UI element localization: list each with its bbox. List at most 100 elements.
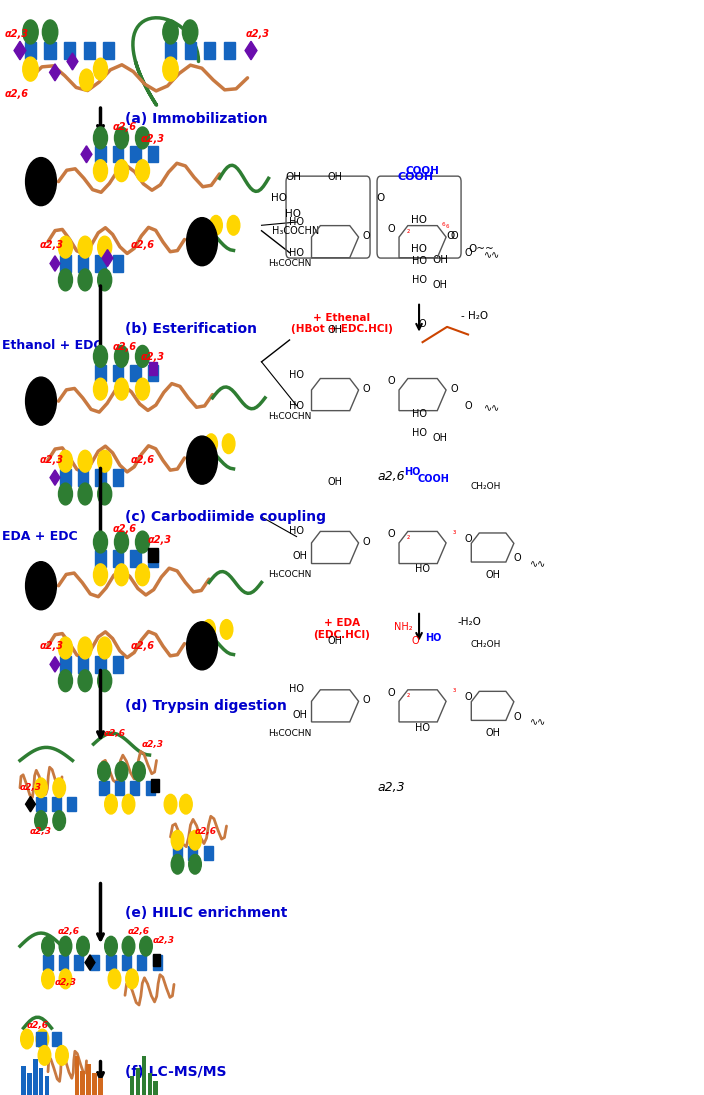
Text: H₃COCHN: H₃COCHN	[268, 570, 312, 579]
Circle shape	[205, 434, 218, 453]
Bar	[95, 255, 106, 272]
Text: O: O	[464, 533, 472, 544]
Text: ₃: ₃	[453, 685, 455, 694]
FancyBboxPatch shape	[85, 955, 95, 970]
Circle shape	[98, 670, 112, 692]
Text: - H₂O: - H₂O	[461, 311, 488, 321]
Text: α2,6: α2,6	[27, 1022, 49, 1030]
Bar	[142, 1056, 146, 1095]
Circle shape	[77, 936, 89, 956]
Circle shape	[122, 794, 134, 814]
Text: ∿∿: ∿∿	[484, 250, 501, 260]
Bar	[99, 1079, 103, 1095]
Text: α2,3: α2,3	[54, 978, 77, 987]
Circle shape	[180, 794, 192, 814]
Circle shape	[94, 531, 108, 553]
Text: (f) LC-MS/MS: (f) LC-MS/MS	[125, 1064, 227, 1079]
Circle shape	[94, 58, 108, 80]
Bar	[136, 1069, 140, 1095]
Text: H₃COCHN: H₃COCHN	[272, 226, 320, 235]
Circle shape	[115, 378, 129, 400]
Bar	[149, 361, 157, 374]
Bar	[44, 956, 53, 970]
Text: HO: HO	[289, 684, 303, 694]
Bar	[80, 1071, 84, 1095]
Bar	[113, 365, 123, 381]
Text: H₃COCHN: H₃COCHN	[268, 412, 312, 420]
Bar	[153, 1081, 158, 1095]
Text: -H₂O: -H₂O	[458, 616, 482, 626]
Circle shape	[98, 450, 112, 472]
Bar	[77, 656, 88, 672]
FancyBboxPatch shape	[50, 256, 60, 272]
Bar	[39, 1069, 44, 1095]
Text: (b) Esterification: (b) Esterification	[125, 322, 257, 336]
Circle shape	[187, 622, 218, 670]
Text: α2,3: α2,3	[141, 353, 165, 362]
Text: COOH: COOH	[406, 166, 439, 176]
FancyBboxPatch shape	[81, 146, 92, 163]
Text: OH: OH	[292, 551, 307, 562]
Text: O: O	[387, 529, 395, 540]
Circle shape	[108, 969, 121, 989]
Text: α2,3: α2,3	[39, 641, 63, 650]
Circle shape	[135, 378, 149, 400]
Text: α2,6: α2,6	[130, 240, 154, 250]
Bar	[25, 42, 36, 59]
Circle shape	[171, 854, 184, 874]
Text: HO: HO	[415, 564, 430, 575]
Circle shape	[187, 218, 218, 266]
Bar	[33, 1059, 37, 1095]
Bar	[224, 42, 235, 59]
Text: α2,6: α2,6	[113, 122, 137, 132]
Circle shape	[58, 450, 73, 472]
Bar	[99, 781, 108, 795]
Circle shape	[78, 670, 92, 692]
Bar	[92, 1073, 96, 1095]
Text: OH: OH	[432, 434, 448, 443]
Text: O: O	[363, 537, 370, 548]
Text: HO: HO	[412, 428, 427, 438]
Circle shape	[20, 1029, 33, 1049]
Circle shape	[98, 637, 112, 659]
Circle shape	[135, 531, 149, 553]
Bar	[95, 470, 106, 486]
Circle shape	[59, 969, 72, 989]
Circle shape	[189, 830, 201, 850]
Bar	[148, 146, 158, 162]
Text: OH: OH	[285, 172, 301, 182]
Bar	[61, 656, 70, 672]
Circle shape	[34, 777, 47, 797]
Bar	[184, 42, 196, 59]
Bar	[77, 255, 88, 272]
Bar	[64, 42, 75, 59]
Circle shape	[23, 57, 38, 81]
Circle shape	[203, 620, 215, 639]
Text: HO: HO	[289, 217, 303, 227]
Text: HO: HO	[411, 215, 427, 224]
Circle shape	[58, 483, 73, 505]
Text: O: O	[377, 193, 384, 203]
Circle shape	[115, 762, 128, 781]
Text: ∿∿: ∿∿	[530, 558, 546, 569]
Circle shape	[78, 269, 92, 291]
Text: (e) HILIC enrichment: (e) HILIC enrichment	[125, 907, 287, 921]
Circle shape	[78, 450, 92, 472]
Bar	[130, 1075, 134, 1095]
FancyBboxPatch shape	[25, 796, 35, 811]
Text: OH: OH	[432, 280, 448, 290]
Text: O: O	[451, 384, 458, 394]
Circle shape	[53, 777, 65, 797]
Bar	[148, 365, 158, 381]
Text: OH: OH	[292, 710, 307, 719]
FancyBboxPatch shape	[49, 64, 61, 81]
Text: HO: HO	[415, 723, 430, 733]
Text: O: O	[387, 377, 395, 387]
Circle shape	[23, 20, 38, 44]
Text: O: O	[363, 695, 370, 705]
Text: (d) Trypsin digestion: (d) Trypsin digestion	[125, 699, 287, 713]
Text: α2,6: α2,6	[128, 927, 150, 936]
Text: (c) Carbodiimide coupling: (c) Carbodiimide coupling	[125, 510, 326, 523]
Circle shape	[25, 562, 56, 610]
Circle shape	[163, 20, 178, 44]
